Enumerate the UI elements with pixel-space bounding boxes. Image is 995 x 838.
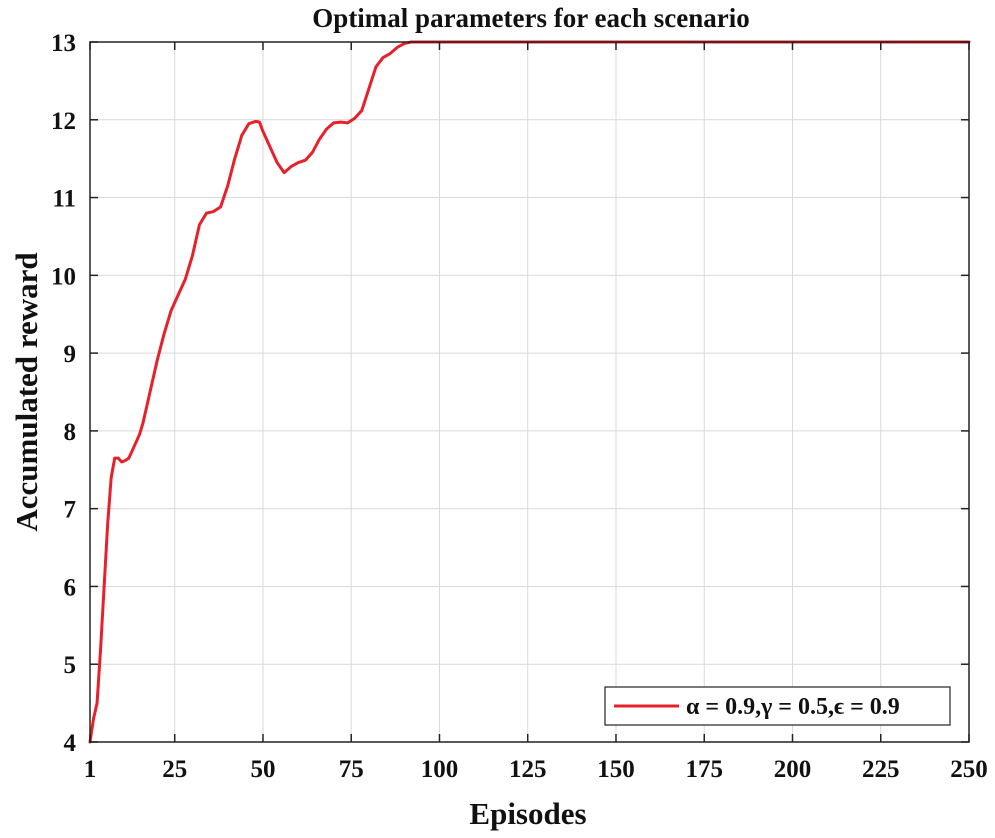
legend: α = 0.9,γ = 0.5,ϵ = 0.9 <box>604 686 951 726</box>
chart-title: Optimal parameters for each scenario <box>312 3 749 33</box>
x-tick-label: 50 <box>250 756 275 783</box>
x-tick-label: 225 <box>862 756 900 783</box>
y-tick-label: 12 <box>51 108 76 135</box>
x-tick-label: 150 <box>597 756 635 783</box>
x-tick-label: 100 <box>421 756 459 783</box>
y-tick-label: 11 <box>52 186 76 213</box>
x-tick-label: 200 <box>774 756 812 783</box>
x-tick-label: 1 <box>84 756 97 783</box>
y-tick-label: 8 <box>64 419 77 446</box>
y-tick-label: 10 <box>51 263 76 290</box>
x-tick-label: 175 <box>685 756 723 783</box>
y-tick-label: 6 <box>64 574 77 601</box>
y-tick-label: 4 <box>64 730 77 757</box>
series-line <box>88 40 971 744</box>
y-axis-label: Accumulated reward <box>9 252 44 531</box>
x-tick-label: 25 <box>162 756 187 783</box>
x-tick-label: 125 <box>509 756 547 783</box>
y-tick-label: 13 <box>51 30 76 57</box>
plot-area-frame <box>89 41 970 743</box>
y-axis: 4 5 6 7 8 9 10 11 12 13 <box>51 30 969 757</box>
series-layer <box>88 40 971 744</box>
y-tick-label: 5 <box>64 652 77 679</box>
legend-entry: α = 0.9,γ = 0.5,ϵ = 0.9 <box>686 694 900 720</box>
grid <box>89 41 970 743</box>
x-tick-label: 250 <box>950 756 988 783</box>
x-axis: 1 25 50 75 100 125 150 175 200 225 250 <box>84 42 988 783</box>
x-tick-label: 75 <box>339 756 364 783</box>
y-tick-label: 7 <box>64 497 77 524</box>
y-tick-label: 9 <box>64 341 77 368</box>
x-axis-label: Episodes <box>469 796 586 831</box>
